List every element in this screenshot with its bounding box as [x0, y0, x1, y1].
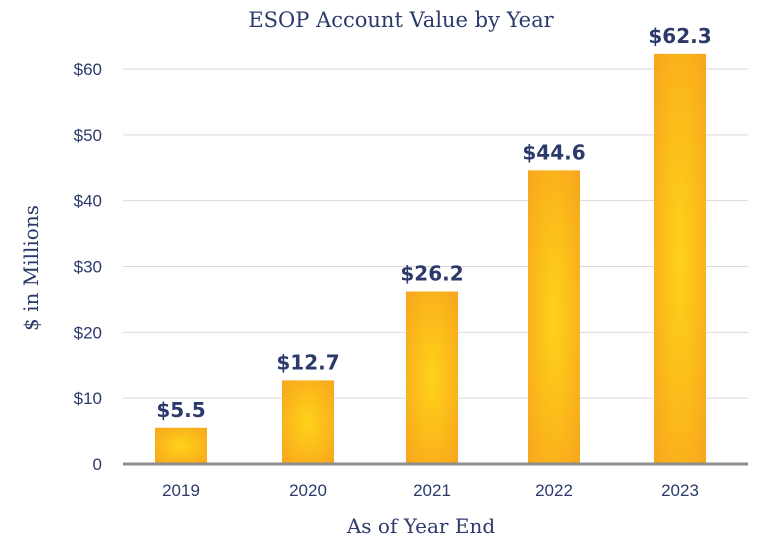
y-tick-label: $40: [74, 192, 102, 211]
grid-layer: [123, 68, 748, 399]
x-axis-ticks: 2019 2020 2021 2022 2023: [162, 481, 699, 500]
y-axis-ticks: 0 $10 $20 $30 $40 $50 $60: [74, 60, 102, 474]
bar-2023: [654, 53, 706, 464]
data-label-2019: $5.5: [156, 398, 205, 422]
bar-2021: [406, 291, 458, 464]
data-label-2020: $12.7: [276, 350, 339, 374]
x-axis-label: As of Year End: [346, 514, 495, 538]
y-axis-label: $ in Millions: [19, 205, 43, 331]
x-tick-label: 2021: [413, 481, 451, 500]
chart-title: ESOP Account Value by Year: [248, 8, 554, 32]
data-label-2021: $26.2: [400, 262, 463, 286]
y-tick-label: $10: [74, 389, 102, 408]
y-tick-label: $20: [74, 323, 102, 342]
bar-2019: [155, 427, 207, 464]
data-label-2022: $44.6: [522, 140, 585, 164]
y-tick-label: $50: [74, 126, 102, 145]
x-tick-label: 2023: [661, 481, 699, 500]
x-tick-label: 2019: [162, 481, 200, 500]
y-tick-label: $60: [74, 60, 102, 79]
y-tick-label: $30: [74, 258, 102, 277]
x-tick-label: 2022: [535, 481, 573, 500]
data-label-2023: $62.3: [648, 24, 711, 48]
x-tick-label: 2020: [289, 481, 327, 500]
bars: [155, 53, 706, 464]
data-labels: $5.5 $12.7 $26.2 $44.6 $62.3: [156, 24, 711, 422]
y-tick-label: 0: [93, 455, 102, 474]
bar-2022: [528, 170, 580, 464]
bar-2020: [282, 380, 334, 464]
